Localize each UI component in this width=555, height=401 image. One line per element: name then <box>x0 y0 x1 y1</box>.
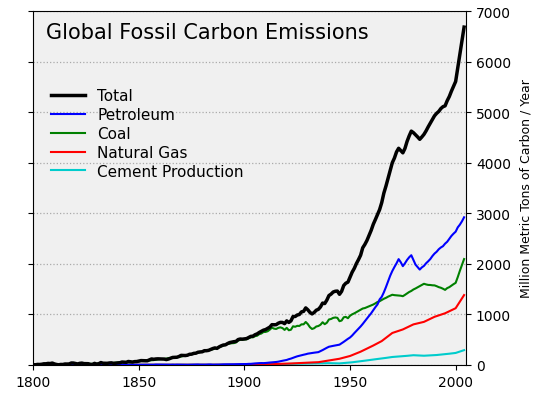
Natural Gas <box>266 362 273 367</box>
Natural Gas <box>423 319 430 324</box>
Line: Natural Gas: Natural Gas <box>33 296 464 365</box>
Coal <box>321 322 328 327</box>
Total <box>461 26 467 30</box>
Cement Production <box>266 362 273 367</box>
Cement Production <box>30 363 37 367</box>
Petroleum <box>85 363 92 367</box>
Petroleum <box>30 363 37 367</box>
Text: Global Fossil Carbon Emissions: Global Fossil Carbon Emissions <box>46 22 369 43</box>
Total <box>302 306 309 310</box>
Coal <box>300 322 307 327</box>
Natural Gas <box>461 293 467 298</box>
Cement Production <box>423 353 430 358</box>
Petroleum <box>321 346 328 351</box>
Coal <box>461 257 467 262</box>
Natural Gas <box>300 360 307 365</box>
Coal <box>292 324 299 329</box>
Petroleum <box>300 352 307 357</box>
Total <box>294 313 301 318</box>
Coal <box>85 361 92 366</box>
Natural Gas <box>85 363 92 367</box>
Petroleum <box>266 360 273 365</box>
Coal <box>266 327 273 332</box>
Y-axis label: Million Metric Tons of Carbon / Year: Million Metric Tons of Carbon / Year <box>519 79 532 298</box>
Natural Gas <box>292 361 299 366</box>
Coal <box>423 282 430 287</box>
Natural Gas <box>321 359 328 364</box>
Natural Gas <box>30 363 37 367</box>
Coal <box>30 363 37 367</box>
Cement Production <box>321 361 328 366</box>
Petroleum <box>461 215 467 220</box>
Line: Petroleum: Petroleum <box>33 218 464 365</box>
Total <box>425 125 432 130</box>
Petroleum <box>292 355 299 360</box>
Cement Production <box>461 348 467 353</box>
Legend: Total, Petroleum, Coal, Natural Gas, Cement Production: Total, Petroleum, Coal, Natural Gas, Cem… <box>46 83 250 185</box>
Total <box>87 362 94 367</box>
Line: Cement Production: Cement Production <box>33 350 464 365</box>
Cement Production <box>300 361 307 366</box>
Total <box>30 363 37 367</box>
Total <box>269 322 275 327</box>
Petroleum <box>423 261 430 266</box>
Total <box>56 363 62 367</box>
Line: Coal: Coal <box>33 259 464 365</box>
Line: Total: Total <box>33 28 464 365</box>
Total <box>324 298 330 303</box>
Cement Production <box>292 361 299 366</box>
Cement Production <box>85 363 92 367</box>
